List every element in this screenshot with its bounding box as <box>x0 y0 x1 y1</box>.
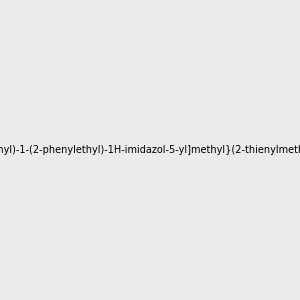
Text: 2-[{[2-(ethylsulfonyl)-1-(2-phenylethyl)-1H-imidazol-5-yl]methyl}(2-thienylmethy: 2-[{[2-(ethylsulfonyl)-1-(2-phenylethyl)… <box>0 145 300 155</box>
